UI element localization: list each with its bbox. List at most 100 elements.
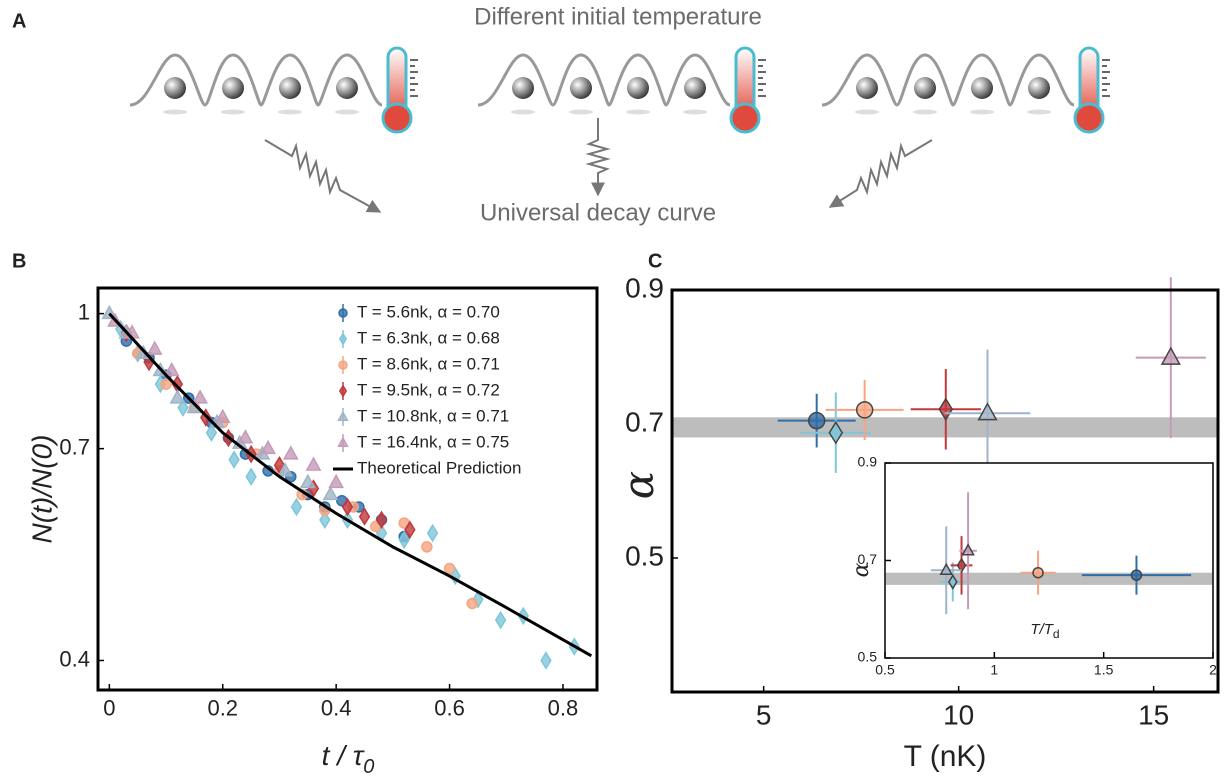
marker — [163, 361, 180, 377]
x-tick-label: 1 — [990, 661, 998, 677]
x-axis-label: t / τ0 — [322, 740, 375, 778]
inset-x-label: T/Td — [1030, 621, 1059, 641]
marker — [214, 408, 231, 424]
inset-x-label-sub: d — [1053, 627, 1060, 641]
marker — [146, 340, 163, 355]
marker — [961, 543, 975, 556]
x-tick-label: 10 — [943, 700, 974, 731]
x-axis-label: T (nK) — [904, 740, 987, 773]
inset-x-label-main: T/T — [1030, 621, 1054, 638]
theory-line — [108, 312, 593, 658]
marker — [426, 523, 439, 543]
axes-frame — [884, 462, 1214, 659]
marker — [319, 510, 331, 530]
marker — [421, 541, 433, 553]
marker — [328, 473, 345, 489]
y-tick-label: 0.5 — [625, 540, 664, 571]
legend-label: T = 6.3nk, α = 0.68 — [357, 328, 500, 347]
marker — [1160, 346, 1181, 365]
axes-frame — [670, 288, 1220, 694]
marker — [237, 429, 254, 444]
marker — [494, 610, 507, 630]
y-tick-label: 1 — [78, 299, 90, 324]
axes-frame — [96, 286, 599, 692]
marker — [299, 473, 316, 489]
y-tick-label: 0.4 — [59, 646, 90, 671]
legend-marker — [337, 436, 349, 447]
marker — [282, 445, 299, 460]
x-tick-label: 0.4 — [321, 696, 352, 721]
legend-marker — [338, 332, 348, 346]
trap-hot — [820, 46, 1112, 134]
diagram-title: Different initial temperature — [474, 3, 762, 30]
y-tick-label: 0.7 — [59, 434, 90, 459]
marker — [939, 562, 953, 575]
legend-marker — [337, 410, 349, 421]
panel-letter: A — [12, 10, 26, 32]
marker — [205, 423, 218, 442]
marker — [540, 651, 552, 670]
legend-marker — [338, 308, 348, 318]
marker — [277, 462, 293, 477]
marker — [358, 507, 371, 526]
y-axis-label: N(t)/N(0) — [26, 435, 57, 544]
marker — [938, 397, 954, 422]
decay-arrow — [264, 139, 382, 213]
x-tick-label: 0.8 — [548, 696, 579, 721]
marker — [375, 510, 388, 530]
marker — [169, 389, 186, 404]
x-axis-label-main: t / τ — [322, 740, 365, 771]
marker — [305, 456, 322, 471]
marker — [947, 574, 958, 590]
marker — [956, 557, 967, 574]
diagram-caption: Universal decay curve — [480, 199, 716, 226]
marker — [260, 439, 276, 455]
legend-label: T = 10.8nk, α = 0.71 — [357, 406, 509, 425]
marker — [341, 497, 354, 517]
decay-arrow — [828, 139, 933, 208]
trap-medium — [476, 46, 768, 134]
marker — [828, 420, 844, 445]
x-tick-label: 0 — [103, 696, 115, 721]
legend-label: T = 8.6nk, α = 0.71 — [357, 354, 500, 373]
x-tick-label: 15 — [1138, 700, 1169, 731]
marker — [466, 597, 478, 610]
trap-cold — [128, 46, 420, 134]
marker — [855, 401, 874, 419]
x-axis-label-sub: 0 — [363, 756, 374, 778]
marker — [1032, 566, 1044, 579]
inset-y-label: α — [849, 562, 874, 577]
marker — [160, 378, 172, 390]
legend-label: T = 5.6nk, α = 0.70 — [357, 302, 500, 321]
marker — [322, 485, 339, 501]
y-tick-label: 0.9 — [625, 272, 664, 303]
x-tick-label: 0.6 — [434, 696, 465, 721]
legend-marker — [338, 360, 348, 370]
legend-label: T = 9.5nk, α = 0.72 — [357, 380, 500, 399]
marker — [192, 389, 208, 404]
legend-marker — [338, 384, 348, 398]
panel-letter: C — [648, 250, 662, 272]
y-tick-label: 0.7 — [858, 551, 878, 567]
legend-label: Theoretical Prediction — [357, 458, 521, 477]
y-tick-label: 0.9 — [858, 454, 878, 470]
marker — [404, 520, 416, 539]
legend-label: T = 16.4nk, α = 0.75 — [357, 432, 509, 451]
inset-background — [885, 463, 1213, 658]
x-tick-label: 2 — [1209, 661, 1217, 677]
y-tick-label: 0.7 — [625, 406, 664, 437]
marker — [245, 467, 257, 486]
marker — [177, 398, 189, 417]
y-tick-label: 0.5 — [858, 649, 878, 665]
y-axis-label: α — [614, 471, 663, 499]
x-tick-label: 1.5 — [1094, 661, 1114, 677]
x-tick-label: 5 — [756, 700, 772, 731]
marker — [977, 402, 998, 421]
marker — [290, 497, 303, 517]
marker — [472, 590, 484, 609]
x-tick-label: 0.5 — [875, 661, 895, 677]
x-tick-label: 0.2 — [207, 696, 238, 721]
marker — [228, 450, 240, 469]
